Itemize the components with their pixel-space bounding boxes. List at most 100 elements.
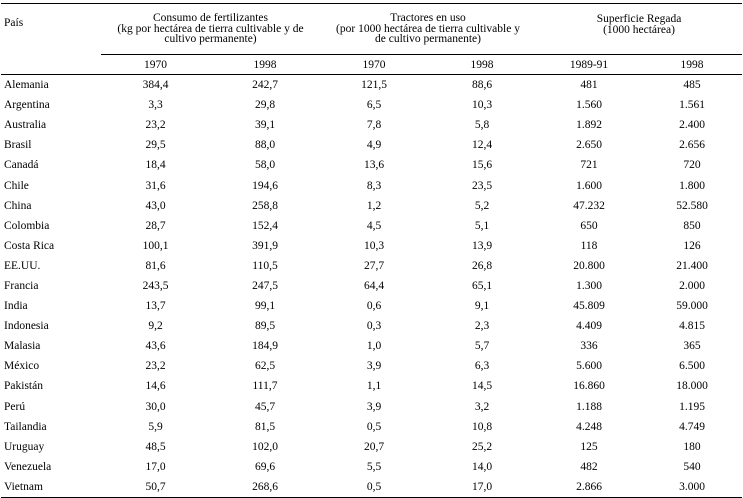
fertilizer-1970-cell: 13,7 — [145, 300, 166, 313]
tractors-1998-cell: 6,3 — [474, 360, 490, 373]
fertilizer-1970-cell: 384,4 — [101, 74, 210, 96]
tractors-1970-cell: 3,9 — [366, 400, 382, 413]
irrigated-1998-cell: 4.815 — [679, 320, 705, 333]
fertilizer-1970-cell: 100,1 — [142, 239, 169, 252]
fertilizer-1998-cell: 81,5 — [254, 420, 276, 433]
year-header: 1998 — [253, 58, 277, 71]
country-cell: EE.UU. — [4, 259, 41, 272]
country-cell: Brasil — [4, 139, 32, 152]
fertilizer-1970-cell: 29,5 — [145, 139, 166, 152]
irrigated-1998-cell: 2.656 — [679, 139, 705, 152]
fertilizer-1998-cell: 45,7 — [254, 400, 276, 413]
tractors-1998-cell: 88,6 — [428, 74, 536, 96]
fertilizer-1998-cell: 102,0 — [252, 440, 278, 453]
tractors-1970-cell: 13,6 — [363, 159, 385, 172]
fertilizer-1998-cell: 184,9 — [252, 340, 278, 353]
irrigated-1989-91-cell: 4.248 — [576, 420, 602, 433]
table-row: China 43,0 258,8 1,2 5,2 47.232 52.580 — [1, 196, 742, 216]
country-cell: Chile — [4, 179, 29, 192]
irrigated-1989-91-cell: 721 — [580, 159, 598, 172]
irrigated-1989-91-cell: 336 — [580, 340, 598, 353]
irrigated-1989-91-cell: 45.809 — [573, 300, 605, 313]
fertilizer-1970-cell: 50,7 — [101, 476, 210, 498]
table-row: México 23,2 62,5 3,9 6,3 5.600 6.500 — [1, 356, 742, 376]
tractors-1998-cell: 15,6 — [471, 159, 493, 172]
tractors-1970-cell: 64,4 — [363, 279, 385, 292]
country-cell: Australia — [4, 119, 47, 132]
irrigated-1998-cell: 2.000 — [679, 279, 705, 292]
year-header: 1998 — [680, 58, 704, 71]
fertilizer-1998-cell: 258,8 — [252, 199, 278, 212]
irrigated-group-header: Superficie Regada (1000 hectárea) — [596, 13, 682, 36]
header-row-groups: País Consumo de fertilizantes (kg por he… — [1, 3, 742, 55]
fertilizer-1998-cell: 268,6 — [210, 476, 320, 498]
fertilizer-1970-cell: 14,6 — [145, 380, 166, 393]
fertilizer-1970-cell: 23,2 — [145, 360, 166, 373]
country-cell: Indonesia — [4, 320, 49, 333]
tractors-1998-cell: 5,1 — [474, 219, 490, 232]
country-cell: Malasia — [4, 340, 41, 353]
irrigated-1989-91-cell: 1.188 — [576, 400, 602, 413]
header-row-years: 1970 1998 1970 1998 1989-91 1998 — [1, 54, 742, 75]
table-row: EE.UU. 81,6 110,5 27,7 26,8 20.800 21.400 — [1, 256, 742, 276]
table-body: Alemania 384,4 242,7 121,5 88,6 481 485 Argenti… — [1, 74, 742, 498]
fertilizer-1970-cell: 43,6 — [145, 340, 166, 353]
country-cell: Colombia — [4, 219, 50, 232]
fertilizer-1998-cell: 110,5 — [252, 259, 278, 272]
irrigated-1998-cell: 180 — [683, 440, 701, 453]
country-cell: Pakistán — [4, 380, 43, 393]
fertilizer-1998-cell: 89,5 — [254, 320, 276, 333]
tractors-1998-cell: 3,2 — [474, 400, 490, 413]
country-cell: México — [4, 360, 40, 373]
irrigated-1998-cell: 1.561 — [679, 99, 705, 112]
fertilizer-1998-cell: 242,7 — [210, 74, 320, 96]
country-cell: Venezuela — [4, 460, 52, 473]
country-cell: India — [4, 300, 28, 313]
fertilizer-1998-cell: 29,8 — [254, 99, 276, 112]
irrigated-1989-91-cell: 482 — [580, 460, 598, 473]
irrigated-1998-cell: 540 — [683, 460, 701, 473]
irrigated-1998-cell: 21.400 — [676, 259, 708, 272]
tractors-1970-cell: 4,9 — [366, 139, 382, 152]
year-header: 1970 — [362, 58, 386, 71]
tractors-1970-cell: 1,1 — [366, 380, 382, 393]
tractors-1970-cell: 0,5 — [366, 420, 382, 433]
tractors-1998-cell: 5,7 — [474, 340, 490, 353]
tractors-1970-cell: 1,0 — [366, 340, 382, 353]
fertilizer-1970-cell: 18,4 — [145, 159, 166, 172]
irrigated-1989-91-cell: 2.650 — [576, 139, 602, 152]
table-row: Australia 23,2 39,1 7,8 5,8 1.892 2.400 — [1, 115, 742, 135]
table-row: Malasia 43,6 184,9 1,0 5,7 336 365 — [1, 336, 742, 356]
irrigated-1989-91-cell: 1.300 — [576, 279, 602, 292]
tractors-1998-cell: 25,2 — [471, 440, 493, 453]
fertilizer-1970-cell: 28,7 — [145, 219, 166, 232]
table-row: Venezuela 17,0 69,6 5,5 14,0 482 540 — [1, 457, 742, 477]
year-header: 1970 — [144, 58, 167, 71]
table-row: Brasil 29,5 88,0 4,9 12,4 2.650 2.656 — [1, 135, 742, 155]
irrigated-1998-cell: 3.000 — [642, 476, 742, 498]
fertilizer-1970-cell: 48,5 — [145, 440, 166, 453]
tractors-1970-cell: 5,5 — [366, 460, 382, 473]
irrigated-1998-cell: 2.400 — [679, 119, 705, 132]
tractors-1970-cell: 3,9 — [366, 360, 382, 373]
fertilizer-1998-cell: 39,1 — [254, 119, 276, 132]
tractors-1970-cell: 8,3 — [366, 179, 382, 192]
irrigated-1989-91-cell: 118 — [580, 239, 598, 252]
tractors-1998-cell: 5,8 — [474, 119, 490, 132]
fertilizer-1998-cell: 111,7 — [252, 380, 278, 393]
irrigated-1998-cell: 126 — [683, 239, 701, 252]
year-header: 1989-91 — [569, 58, 609, 71]
irrigated-1989-91-cell: 650 — [580, 219, 598, 232]
tractors-1998-cell: 17,0 — [428, 476, 536, 498]
tractors-1998-cell: 10,3 — [471, 99, 493, 112]
tractors-1998-cell: 2,3 — [474, 320, 490, 333]
country-cell: Canadá — [4, 159, 39, 172]
tractors-1998-cell: 9,1 — [474, 300, 490, 313]
irrigated-1998-cell: 59.000 — [676, 300, 708, 313]
fertilizer-1970-cell: 81,6 — [145, 259, 166, 272]
table-row: Canadá 18,4 58,0 13,6 15,6 721 720 — [1, 155, 742, 175]
fertilizer-1970-cell: 243,5 — [142, 279, 169, 292]
table-row: Vietnam 50,7 268,6 0,5 17,0 2.866 3.000 — [1, 476, 742, 498]
irrigated-1998-cell: 1.195 — [679, 400, 705, 413]
irrigated-1998-cell: 1.800 — [679, 179, 705, 192]
